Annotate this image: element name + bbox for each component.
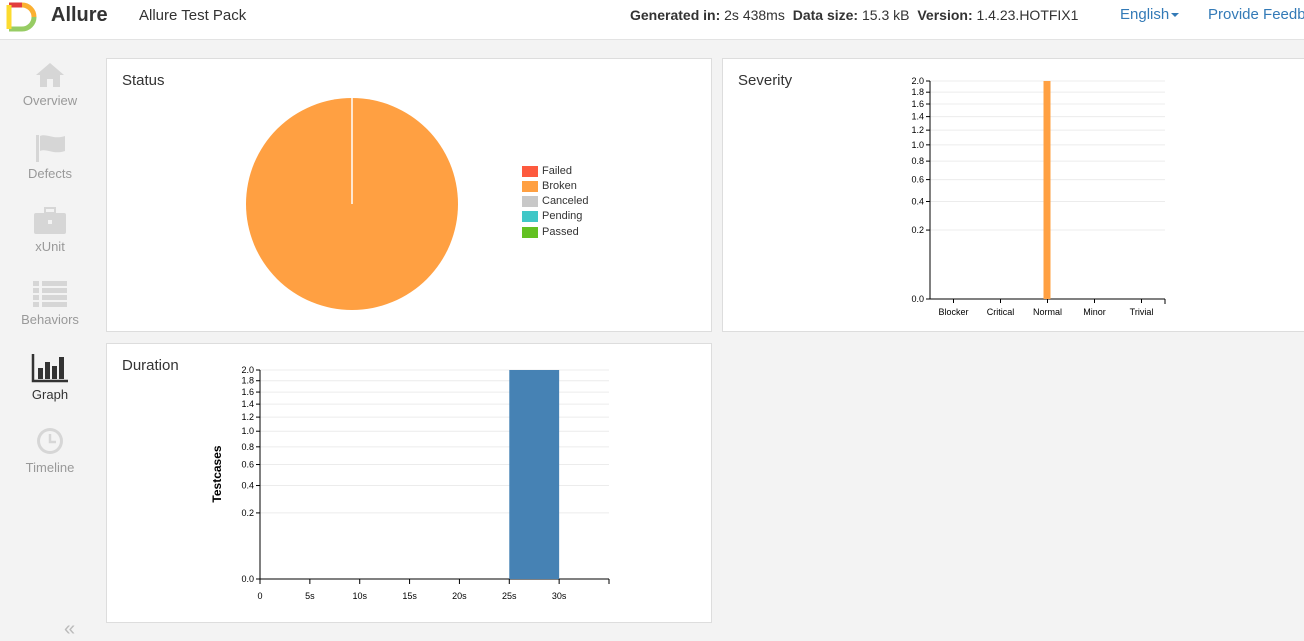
nav-label-timeline: Timeline <box>25 460 75 475</box>
generated-value: 2s 438ms <box>724 7 785 23</box>
report-name: Allure Test Pack <box>139 7 247 24</box>
nav-behaviors[interactable]: Behaviors <box>0 280 100 350</box>
y-tick-label: 0.8 <box>911 156 924 166</box>
severity-bar-chart: 0.0 0.2 0.4 0.6 0.8 1.0 1.2 1.4 1.6 1.82.0 Blocker… <box>911 76 1166 317</box>
y-axis-label: Testcases <box>210 445 224 502</box>
allure-logo <box>6 2 37 32</box>
bar-normal <box>1043 81 1051 299</box>
y-tick-label: 1.0 <box>241 426 254 436</box>
legend-broken[interactable]: Broken <box>522 180 577 192</box>
report-meta: Generated in: 2s 438ms Data size: 15.3 k… <box>630 7 1082 23</box>
legend-label-passed: Passed <box>542 226 579 238</box>
legend-pending[interactable]: Pending <box>522 210 582 222</box>
nav-overview[interactable]: Overview <box>0 61 100 131</box>
severity-card: Severity 0.0 0.2 0.4 0.6 0.8 1.0 1.2 1.4 1.6 1.8 2… <box>722 58 1304 332</box>
bar-chart-icon <box>31 354 68 383</box>
generated-label: Generated in: <box>630 7 721 23</box>
x-tick-label: 0 <box>257 591 262 601</box>
y-tick-label: 0.4 <box>241 481 254 491</box>
nav-timeline[interactable]: Timeline <box>0 426 100 496</box>
y-tick-label: 0.8 <box>241 442 254 452</box>
legend-swatch-pending <box>522 210 538 222</box>
y-tick-label: 1.0 <box>911 140 924 150</box>
nav-label-overview: Overview <box>22 93 78 108</box>
y-tick-label: 0.2 <box>911 225 924 235</box>
x-tick-label: 5s <box>305 591 315 601</box>
y-tick-label: 0.6 <box>241 460 254 470</box>
legend-label-canceled: Canceled <box>542 195 589 207</box>
nav-defects[interactable]: Defects <box>0 134 100 204</box>
y-tick-label: 1.8 <box>241 376 254 386</box>
nav-label-behaviors: Behaviors <box>21 312 79 327</box>
list-icon <box>33 281 67 307</box>
language-dropdown[interactable]: English <box>1120 6 1180 23</box>
y-tick-label: 1.6 <box>241 387 254 397</box>
legend-label-failed: Failed <box>542 165 572 177</box>
y-tick-label: 0.0 <box>241 574 254 584</box>
y-tick-label: 1.4 <box>241 399 254 409</box>
x-tick-label-critical: Critical <box>987 307 1015 317</box>
histogram-bar <box>509 370 560 579</box>
data-size-label: Data size: <box>792 7 859 23</box>
x-tick-label: 10s <box>352 591 367 601</box>
y-tick-label: 0.6 <box>911 175 924 185</box>
collapse-sidebar-button[interactable]: « <box>64 618 76 640</box>
y-tick-label: 0.0 <box>911 294 924 304</box>
y-tick-label: 1.8 <box>911 87 924 97</box>
legend-passed[interactable]: Passed <box>522 226 579 238</box>
status-card-title: Status <box>122 72 165 89</box>
y-tick-label: 1.2 <box>241 412 254 422</box>
sidebar: Overview Defects xUnit Behaviors <box>0 41 100 640</box>
data-size-value: 15.3 kB <box>861 7 910 23</box>
nav-label-defects: Defects <box>27 166 73 181</box>
status-card: Status Failed Broken Canceled Pending Pa… <box>106 58 712 332</box>
y-tick-label: 1.4 <box>911 112 924 122</box>
flag-icon <box>36 135 65 162</box>
language-label: English <box>1120 6 1170 23</box>
y-tick-label: 2.0 <box>911 76 924 86</box>
y-tick-label: 0.4 <box>911 197 924 207</box>
nav-label-graph: Graph <box>31 387 69 402</box>
brand-name[interactable]: Allure <box>51 4 108 26</box>
x-tick-label-minor: Minor <box>1083 307 1106 317</box>
y-tick-label: 2.0 <box>241 365 254 375</box>
x-tick-label-trivial: Trivial <box>1130 307 1154 317</box>
x-tick-label: 30s <box>552 591 567 601</box>
caret-down-icon <box>1171 13 1180 18</box>
legend-swatch-canceled <box>522 195 538 207</box>
version-value: 1.4.23.HOTFIX1 <box>976 7 1079 23</box>
x-tick-label: 25s <box>502 591 517 601</box>
legend-swatch-failed <box>522 165 538 177</box>
legend-swatch-broken <box>522 180 538 192</box>
legend-failed[interactable]: Failed <box>522 165 572 177</box>
feedback-link[interactable]: Provide Feedback <box>1208 6 1304 23</box>
legend-label-pending: Pending <box>542 210 583 222</box>
y-tick-label: 0.2 <box>241 508 254 518</box>
nav-graph[interactable]: Graph <box>0 353 100 423</box>
duration-histogram: 0.0 0.2 0.4 0.6 0.8 1.0 1.2 1.4 1.61.82.0 0 5s 10s 1… <box>210 365 610 601</box>
nav-label-xunit: xUnit <box>35 239 65 254</box>
legend-swatch-passed <box>522 226 538 238</box>
y-tick-label: 1.2 <box>911 125 924 135</box>
version-label: Version: <box>917 7 973 23</box>
top-bar: Allure Allure Test Pack Generated in: 2s… <box>0 0 1304 40</box>
x-tick-label: 15s <box>402 591 417 601</box>
clock-icon <box>37 428 63 454</box>
x-tick-label: 20s <box>452 591 467 601</box>
home-icon <box>36 63 64 87</box>
severity-card-title: Severity <box>738 72 793 89</box>
y-tick-label: 1.6 <box>911 99 924 109</box>
x-tick-label-blocker: Blocker <box>938 307 968 317</box>
legend-label-broken: Broken <box>542 180 577 192</box>
duration-card: Duration 0.0 0.2 0.4 0.6 0.8 1.0 1.2 1.4 1.6 1.8 2… <box>106 343 712 623</box>
briefcase-icon <box>34 207 66 234</box>
nav-xunit[interactable]: xUnit <box>0 207 100 277</box>
x-tick-label-normal: Normal <box>1033 307 1062 317</box>
duration-card-title: Duration <box>122 357 179 374</box>
legend-canceled[interactable]: Canceled <box>522 195 588 207</box>
status-pie-chart <box>246 98 458 310</box>
